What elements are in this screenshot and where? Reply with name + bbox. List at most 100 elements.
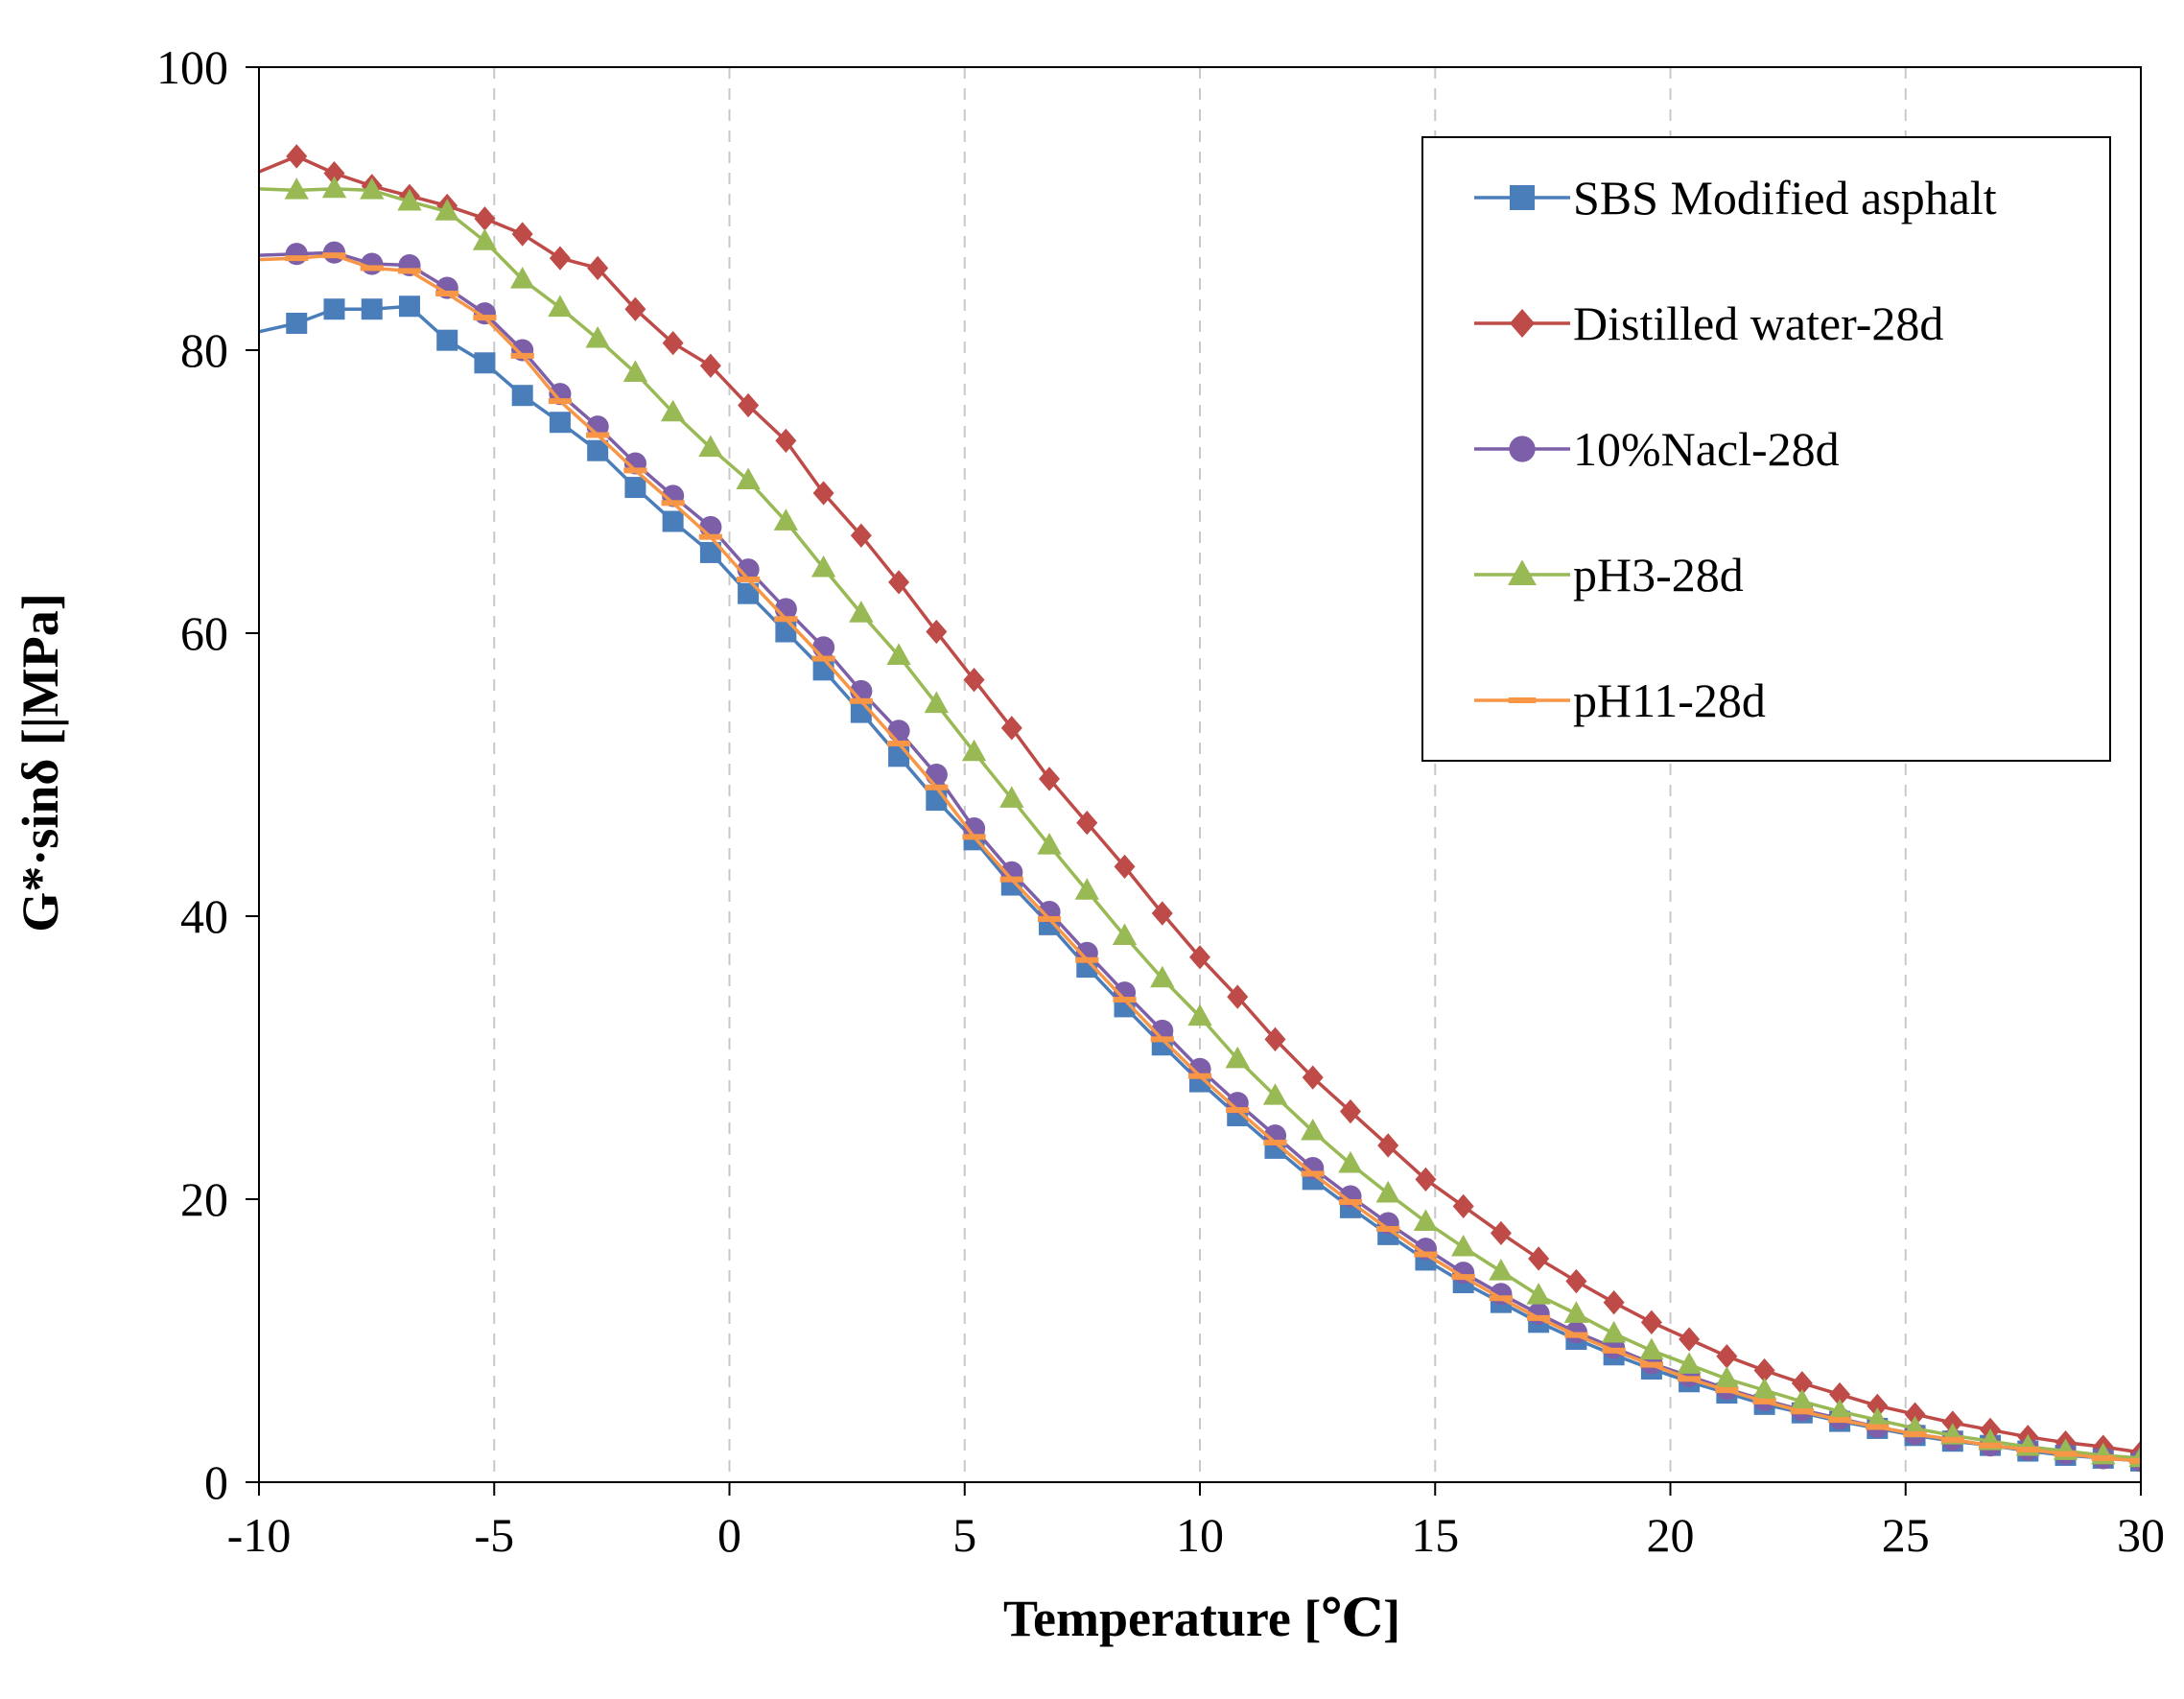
- data-point-triangle: [924, 691, 949, 714]
- data-point-dash: [435, 291, 459, 296]
- data-point-diamond: [587, 255, 609, 281]
- data-point-triangle: [849, 601, 874, 623]
- data-point-dash: [1075, 956, 1099, 963]
- legend-label: 10%Nacl-28d: [1573, 422, 1840, 476]
- data-point-circle: [812, 636, 835, 659]
- data-point-triangle: [1865, 1406, 1890, 1429]
- data-point-diamond: [1716, 1344, 1738, 1369]
- data-point-dash: [1866, 1424, 1890, 1430]
- data-point-triangle: [1489, 1259, 1514, 1281]
- data-point-diamond: [662, 330, 684, 356]
- data-point-square: [361, 298, 383, 320]
- data-point-square: [888, 745, 910, 767]
- data-point-triangle: [434, 199, 459, 221]
- data-point-circle: [1151, 1019, 1174, 1043]
- data-point-diamond: [812, 481, 834, 506]
- data-point-dash: [623, 467, 647, 474]
- data-point-triangle: [1375, 1180, 1400, 1203]
- data-point-dash: [510, 352, 534, 359]
- data-point-diamond: [1000, 716, 1022, 741]
- data-point-dash: [2091, 1454, 2115, 1461]
- data-point-square: [323, 298, 345, 320]
- data-point-diamond: [963, 668, 985, 693]
- data-point-triangle: [1225, 1046, 1250, 1069]
- data-point-diamond: [1679, 1327, 1701, 1352]
- data-point-diamond: [1791, 1371, 1813, 1396]
- data-point-dash: [737, 576, 761, 582]
- data-point-triangle: [397, 188, 422, 211]
- data-point-diamond: [624, 296, 646, 321]
- x-tick-label: 5: [952, 1508, 976, 1562]
- x-tick-label: 10: [1176, 1508, 1224, 1562]
- data-point-triangle: [1827, 1399, 1852, 1421]
- data-point-triangle: [1074, 878, 1099, 900]
- data-point-triangle: [1262, 1083, 1288, 1105]
- data-point-diamond: [738, 392, 760, 418]
- data-point-dash: [2128, 1457, 2141, 1464]
- x-axis-title: Temperature [℃]: [1003, 1590, 1400, 1647]
- y-tick-label: 20: [180, 1172, 228, 1226]
- data-point-dash: [698, 533, 722, 540]
- data-point-dash: [1903, 1430, 1927, 1437]
- data-point-triangle: [1150, 965, 1175, 988]
- data-point-triangle: [585, 326, 610, 348]
- data-point-dash: [1150, 1036, 1174, 1043]
- data-point-square: [1510, 185, 1535, 210]
- data-point-triangle: [660, 399, 686, 422]
- data-point-dash: [1187, 1073, 1212, 1079]
- data-point-square: [511, 385, 533, 407]
- data-point-diamond: [1415, 1167, 1437, 1192]
- data-point-triangle: [1639, 1337, 1664, 1360]
- legend-label: SBS Modified asphalt: [1573, 171, 1997, 224]
- data-point-diamond: [1565, 1268, 1587, 1294]
- data-point-dash: [1978, 1442, 2003, 1449]
- x-tick-label: 25: [1882, 1508, 1930, 1562]
- data-point-dash: [285, 255, 309, 262]
- data-point-diamond: [1151, 901, 1173, 926]
- x-tick-label: 15: [1411, 1508, 1459, 1562]
- data-point-triangle: [1338, 1150, 1363, 1173]
- data-point-dash: [586, 432, 610, 438]
- data-point-triangle: [548, 295, 573, 318]
- data-point-square: [662, 510, 684, 532]
- data-point-triangle: [810, 555, 836, 578]
- x-tick-label: 0: [717, 1508, 741, 1562]
- data-point-dash: [1678, 1376, 1702, 1382]
- data-point-square: [286, 312, 308, 334]
- data-point-diamond: [1528, 1246, 1550, 1271]
- data-point-dash: [2016, 1447, 2040, 1453]
- y-tick-label: 40: [180, 889, 228, 943]
- data-point-diamond: [1189, 945, 1210, 970]
- data-point-dash: [1752, 1398, 1776, 1404]
- data-point-diamond: [1264, 1026, 1286, 1051]
- data-point-triangle: [1601, 1320, 1627, 1343]
- y-axis-title: G*·sinδ [|MPa]: [12, 593, 69, 932]
- data-point-diamond: [1753, 1357, 1775, 1383]
- data-point-triangle: [1790, 1388, 1815, 1411]
- data-point-square: [624, 477, 646, 499]
- data-point-triangle: [1451, 1234, 1476, 1257]
- data-point-triangle: [622, 360, 648, 382]
- data-point-dash: [1301, 1170, 1325, 1177]
- data-point-triangle: [1526, 1283, 1551, 1305]
- data-point-circle: [963, 817, 986, 840]
- data-point-diamond: [1227, 984, 1249, 1009]
- data-point-diamond: [1490, 1220, 1512, 1246]
- data-point-dash: [1527, 1314, 1551, 1321]
- x-tick-label: -5: [474, 1508, 514, 1562]
- data-point-dash: [1263, 1140, 1287, 1145]
- data-point-triangle: [999, 786, 1024, 808]
- data-point-diamond: [549, 246, 571, 271]
- data-point-dash: [1037, 915, 1062, 922]
- data-point-triangle: [284, 177, 309, 200]
- data-point-dash: [886, 741, 911, 747]
- data-point-dash: [1602, 1347, 1626, 1354]
- data-point-diamond: [699, 353, 721, 378]
- data-point-circle: [285, 243, 308, 266]
- data-point-dash: [1376, 1225, 1400, 1232]
- series-layer: [259, 144, 2141, 1473]
- data-point-dash: [849, 697, 873, 704]
- data-point-triangle: [773, 508, 799, 531]
- legend-label: pH3-28d: [1573, 548, 1744, 602]
- data-point-diamond: [1867, 1393, 1889, 1418]
